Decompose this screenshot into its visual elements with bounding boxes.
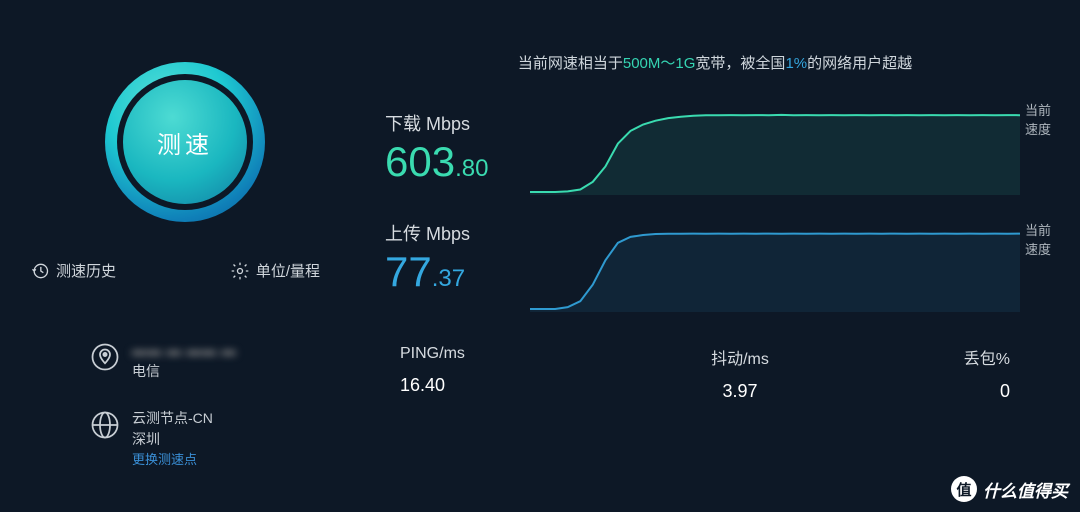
node-city: 深圳 — [132, 429, 213, 450]
stat-loss: 丢包% 0 — [915, 345, 1060, 402]
upload-chart-label: 当前速度 — [1025, 220, 1060, 258]
download-title: 下载 Mbps — [385, 110, 488, 136]
upload-block: 上传 Mbps 77.37 — [385, 220, 470, 296]
summary-line: 当前网速相当于500M～1G宽带，被全国1%的网络用户超越 — [518, 52, 912, 73]
speed-test-button[interactable]: 测速 — [105, 62, 265, 222]
ip-masked: ▬▬.▬.▬▬.▬ — [132, 340, 237, 361]
ping-title: PING/ms — [400, 345, 565, 363]
upload-title: 上传 Mbps — [385, 220, 470, 246]
history-link[interactable]: 测速历史 — [30, 260, 116, 281]
stat-jitter: 抖动/ms 3.97 — [565, 345, 915, 402]
gauge-inner: 测速 — [123, 80, 247, 204]
download-int: 603 — [385, 138, 455, 186]
location-block: ▬▬.▬.▬▬.▬ 电信 — [90, 340, 237, 382]
summary-tier: 500M～1G — [623, 55, 696, 72]
summary-pct: 1% — [785, 55, 807, 72]
location-text: ▬▬.▬.▬▬.▬ 电信 — [132, 340, 237, 382]
upload-value: 77.37 — [385, 248, 470, 296]
history-label: 测速历史 — [56, 260, 116, 281]
gear-icon — [230, 261, 250, 281]
summary-prefix: 当前网速相当于 — [518, 55, 623, 72]
isp-name: 电信 — [132, 361, 237, 382]
download-chart — [530, 105, 1020, 195]
upload-frac: .37 — [432, 265, 465, 293]
summary-suffix: 的网络用户超越 — [807, 55, 912, 72]
left-panel: 测速 测速历史 单位/量程 ▬▬.▬.▬▬.▬ 电信 — [0, 0, 340, 512]
loss-title: 丢包% — [915, 345, 1010, 369]
globe-icon — [90, 410, 120, 440]
upload-chart — [530, 222, 1020, 312]
ping-value: 16.40 — [400, 375, 565, 396]
change-node-link[interactable]: 更换测速点 — [132, 450, 213, 470]
download-block: 下载 Mbps 603.80 — [385, 110, 488, 186]
summary-mid: 宽带，被全国 — [695, 55, 785, 72]
download-chart-label: 当前速度 — [1025, 100, 1060, 138]
stats-row: PING/ms 16.40 抖动/ms 3.97 丢包% 0 — [385, 345, 1060, 402]
history-icon — [30, 261, 50, 281]
node-block: 云测节点-CN 深圳 更换测速点 — [90, 408, 213, 470]
location-icon — [90, 342, 120, 372]
download-frac: .80 — [455, 155, 488, 183]
loss-value: 0 — [915, 381, 1010, 402]
units-link[interactable]: 单位/量程 — [230, 260, 320, 281]
nav-row: 测速历史 单位/量程 — [30, 260, 320, 281]
jitter-title: 抖动/ms — [565, 345, 915, 369]
units-label: 单位/量程 — [256, 260, 320, 281]
upload-int: 77 — [385, 248, 432, 296]
watermark-text: 什么值得买 — [983, 477, 1068, 502]
gauge-ring: 测速 — [105, 62, 265, 222]
gauge-label: 测速 — [157, 125, 213, 160]
watermark-badge: 值 — [951, 476, 977, 502]
right-panel: 当前网速相当于500M～1G宽带，被全国1%的网络用户超越 下载 Mbps 60… — [370, 0, 1060, 512]
stat-ping: PING/ms 16.40 — [385, 345, 565, 402]
node-name: 云测节点-CN — [132, 408, 213, 429]
download-value: 603.80 — [385, 138, 488, 186]
watermark: 值 什么值得买 — [951, 476, 1068, 502]
node-text: 云测节点-CN 深圳 更换测速点 — [132, 408, 213, 470]
jitter-value: 3.97 — [565, 381, 915, 402]
